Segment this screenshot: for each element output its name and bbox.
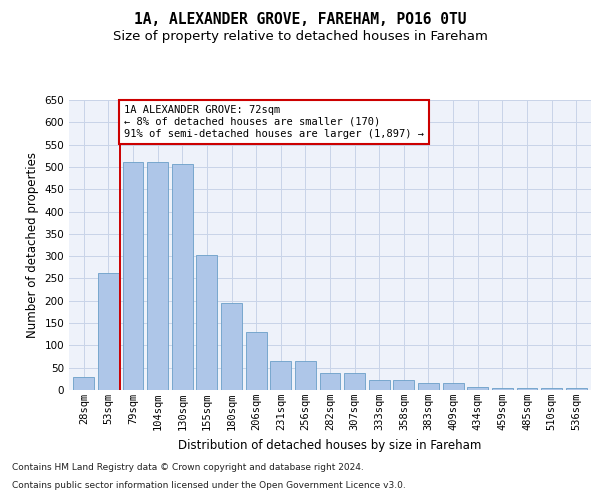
Bar <box>172 164 193 390</box>
Bar <box>394 380 415 390</box>
Bar <box>541 388 562 390</box>
Y-axis label: Number of detached properties: Number of detached properties <box>26 152 39 338</box>
Bar <box>467 387 488 390</box>
Text: Contains HM Land Registry data © Crown copyright and database right 2024.: Contains HM Land Registry data © Crown c… <box>12 464 364 472</box>
Bar <box>147 162 168 390</box>
Text: 1A, ALEXANDER GROVE, FAREHAM, PO16 0TU: 1A, ALEXANDER GROVE, FAREHAM, PO16 0TU <box>134 12 466 28</box>
Bar <box>295 361 316 390</box>
Bar <box>443 384 464 390</box>
Text: Size of property relative to detached houses in Fareham: Size of property relative to detached ho… <box>113 30 487 43</box>
Text: Contains public sector information licensed under the Open Government Licence v3: Contains public sector information licen… <box>12 481 406 490</box>
Bar <box>418 384 439 390</box>
Bar <box>245 332 266 390</box>
X-axis label: Distribution of detached houses by size in Fareham: Distribution of detached houses by size … <box>178 438 482 452</box>
Bar <box>492 388 513 390</box>
Bar <box>73 376 94 390</box>
Bar <box>566 388 587 390</box>
Bar <box>196 256 217 390</box>
Bar <box>517 388 538 390</box>
Bar <box>320 374 340 390</box>
Bar <box>98 272 119 390</box>
Bar <box>270 361 291 390</box>
Bar <box>369 380 390 390</box>
Bar <box>221 302 242 390</box>
Text: 1A ALEXANDER GROVE: 72sqm
← 8% of detached houses are smaller (170)
91% of semi-: 1A ALEXANDER GROVE: 72sqm ← 8% of detach… <box>124 106 424 138</box>
Bar <box>122 162 143 390</box>
Bar <box>344 374 365 390</box>
